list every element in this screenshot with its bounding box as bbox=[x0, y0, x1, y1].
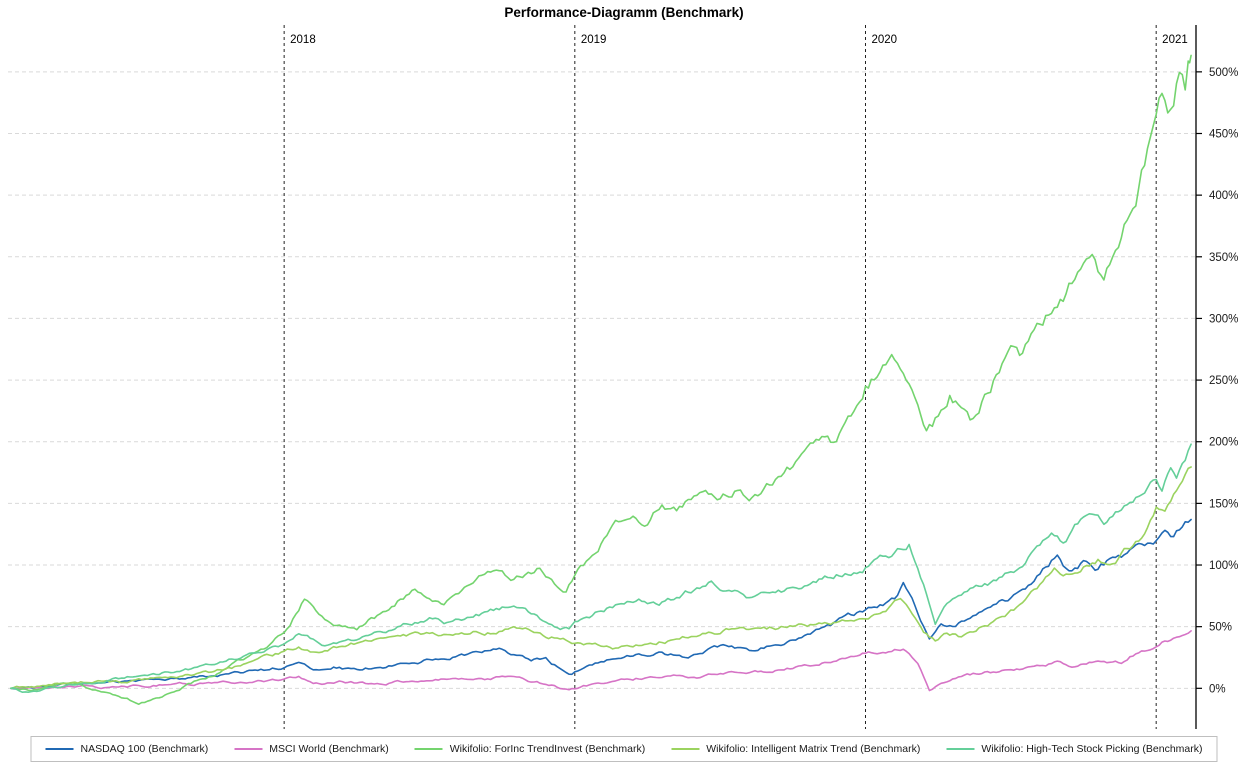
legend-item-intelligent-matrix-trend[interactable]: Wikifolio: Intelligent Matrix Trend (Ben… bbox=[671, 744, 920, 755]
legend-label: Wikifolio: ForInc TrendInvest (Benchmark… bbox=[449, 742, 646, 755]
chart-legend: NASDAQ 100 (Benchmark) MSCI World (Bench… bbox=[30, 736, 1218, 762]
legend-item-forinc-trendinvest[interactable]: Wikifolio: ForInc TrendInvest (Benchmark… bbox=[414, 742, 646, 755]
y-gridlines bbox=[8, 71, 1196, 689]
y-tick-label: 500% bbox=[1209, 67, 1238, 79]
chart-title: Performance-Diagramm (Benchmark) bbox=[504, 5, 744, 20]
legend-line-swatch bbox=[234, 748, 263, 750]
x-year-gridlines: 2018 2019 2020 2021 bbox=[283, 25, 1188, 729]
y-tick-label: 150% bbox=[1209, 498, 1238, 510]
y-tick-label: 0% bbox=[1209, 683, 1226, 695]
series-line-wikifolio-high-tech-stock-picking-benchmark bbox=[10, 443, 1192, 693]
y-tick-label: 300% bbox=[1209, 313, 1238, 325]
x-tick-label: 2021 bbox=[1162, 34, 1188, 46]
legend-line-swatch bbox=[45, 748, 74, 750]
y-tick-label: 350% bbox=[1209, 252, 1238, 264]
x-tick-label: 2019 bbox=[581, 34, 607, 46]
legend-line-swatch bbox=[946, 748, 975, 750]
legend-item-msci-world[interactable]: MSCI World (Benchmark) bbox=[234, 742, 389, 755]
legend-line-swatch bbox=[414, 748, 443, 750]
y-tick-label: 400% bbox=[1209, 190, 1238, 202]
legend-label: Wikifolio: High-Tech Stock Picking (Benc… bbox=[981, 742, 1203, 755]
y-tick-label: 450% bbox=[1209, 128, 1238, 140]
series-line-wikifolio-forinc-trendinvest-benchmark bbox=[10, 54, 1192, 705]
legend-item-nasdaq-100[interactable]: NASDAQ 100 (Benchmark) bbox=[45, 744, 208, 755]
y-tick-label: 100% bbox=[1209, 560, 1238, 572]
legend-label: Wikifolio: Intelligent Matrix Trend (Ben… bbox=[706, 742, 921, 755]
y-tick-label: 200% bbox=[1209, 437, 1238, 449]
legend-label: NASDAQ 100 (Benchmark) bbox=[80, 742, 209, 755]
y-tick-label: 250% bbox=[1209, 375, 1238, 387]
series-line-wikifolio-intelligent-matrix-trend-benchmark bbox=[10, 466, 1192, 690]
x-tick-label: 2020 bbox=[871, 34, 897, 46]
legend-label: MSCI World (Benchmark) bbox=[269, 742, 389, 755]
y-axis-ticks: 0% 50% 100% 150% 200% 250% 300% 350% 400% 450% 500… bbox=[1196, 67, 1238, 695]
series-line-msci-world-benchmark bbox=[10, 630, 1192, 692]
y-tick-label: 50% bbox=[1209, 622, 1232, 634]
legend-item-high-tech-stock-picking[interactable]: Wikifolio: High-Tech Stock Picking (Benc… bbox=[946, 742, 1203, 755]
legend-line-swatch bbox=[671, 748, 700, 750]
x-tick-label: 2018 bbox=[290, 34, 316, 46]
